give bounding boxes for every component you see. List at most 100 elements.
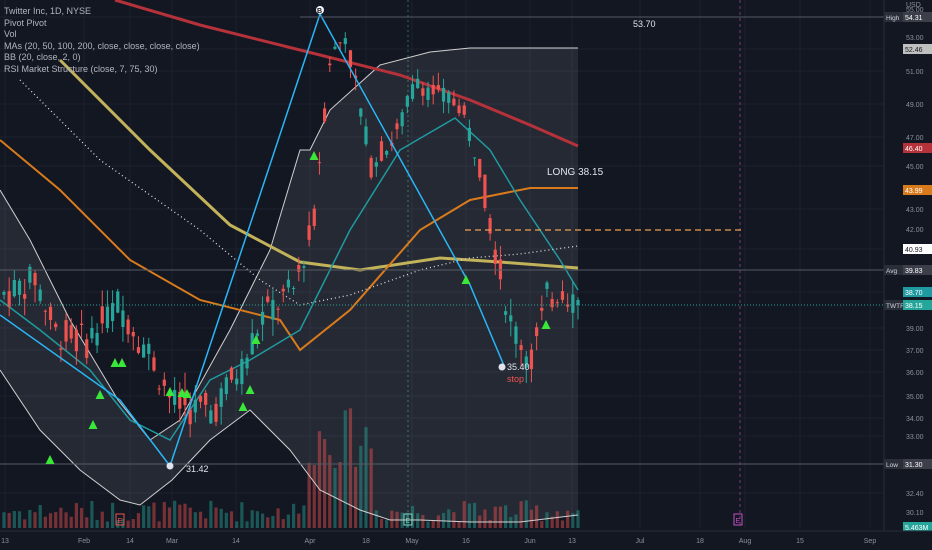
- volume-tag-bg: [903, 522, 932, 532]
- volume-bar-6: [33, 512, 37, 528]
- time-tick-7: May: [405, 538, 419, 545]
- legend-indicator-4[interactable]: BB (20, close, 2, 0): [4, 52, 81, 62]
- volume-bar-24: [126, 520, 130, 528]
- candle-body-47: [245, 357, 249, 369]
- volume-bar-52: [271, 515, 275, 528]
- candle-body-43: [224, 377, 228, 395]
- volume-bar-104: [540, 521, 544, 528]
- volume-bar-74: [385, 519, 389, 528]
- time-tick-12: 18: [696, 538, 704, 545]
- candle-body-49: [255, 333, 259, 336]
- candle-body-42: [219, 388, 223, 407]
- candle-body-54: [281, 288, 285, 292]
- time-tick-11: Jul: [636, 538, 645, 545]
- time-tick-14: 15: [796, 538, 804, 545]
- legend-indicator-2[interactable]: Vol: [4, 29, 17, 39]
- candle-body-3: [17, 280, 22, 295]
- time-tick-0: 13: [1, 538, 9, 545]
- volume-bar-107: [555, 511, 559, 528]
- time-tick-6: 18: [362, 538, 370, 545]
- volume-bar-2: [12, 511, 16, 528]
- volume-bar-90: [467, 503, 472, 528]
- volume-bar-75: [390, 510, 394, 528]
- candle-body-74: [385, 151, 389, 155]
- candle-body-79: [410, 84, 415, 99]
- candle-body-85: [441, 87, 446, 102]
- ma-200-line: [114, 0, 579, 148]
- buy-signal-13: [541, 320, 551, 329]
- candle-body-22: [116, 291, 120, 313]
- candle-body-20: [105, 306, 110, 328]
- volume-bar-106: [550, 516, 554, 528]
- candle-body-33: [173, 389, 177, 405]
- volume-bar-91: [472, 502, 477, 528]
- candle-body-110: [571, 294, 575, 313]
- buy-signal-4: [117, 358, 127, 367]
- candle-body-78: [405, 95, 409, 107]
- volume-bar-57: [297, 513, 301, 528]
- volume-bar-13: [69, 516, 73, 528]
- avg-value-tag: 39.83: [905, 268, 923, 275]
- candle-body-93: [483, 174, 487, 208]
- price-tick-10: 37.00: [906, 348, 924, 355]
- volume-bar-61: [317, 431, 322, 528]
- price-tick-7: 42.00: [906, 227, 924, 234]
- entry-tag-bg: [903, 244, 932, 254]
- candle-body-39: [204, 392, 208, 405]
- low-annotation: 31.42: [186, 464, 209, 474]
- ma200-tag: 46.40: [905, 146, 923, 153]
- volume-bar-51: [266, 517, 270, 528]
- volume-bar-70: [364, 427, 368, 528]
- ma-50-line: [0, 139, 578, 352]
- candle-body-31: [162, 379, 166, 386]
- price-tick-0: 55.00: [906, 7, 924, 14]
- volume-bar-110: [571, 513, 575, 528]
- time-axis-bg: [0, 531, 932, 550]
- bb-lower-tag-bg: [903, 287, 932, 297]
- candle-body-51: [266, 296, 270, 302]
- candle-body-5: [28, 266, 32, 283]
- candle-body-13: [69, 325, 73, 339]
- volume-bar-17: [90, 500, 94, 528]
- candle-body-108: [560, 291, 565, 300]
- volume-bar-19: [100, 511, 104, 528]
- time-axis: 13 Feb 14 Mar 14 Apr 18 May 16 Jun 13 Jul 18 Aug 15 Sep: [0, 530, 932, 550]
- volume-bar-30: [157, 521, 161, 528]
- earnings-letter-2: E: [736, 518, 741, 525]
- legend-indicator-5[interactable]: RSI Market Structure (close, 7, 75, 30): [4, 63, 158, 74]
- ticker-label-bg: [884, 300, 903, 310]
- candle-body-87: [452, 98, 456, 106]
- volume-bar-56: [291, 503, 296, 528]
- volume-bar-32: [167, 507, 172, 528]
- candle-body-65: [338, 42, 342, 44]
- avg-label: Avg: [886, 268, 897, 275]
- volume-bar-53: [276, 508, 280, 528]
- legend-indicator-1[interactable]: Pivot Pivot: [4, 17, 47, 28]
- volume-bar-28: [147, 506, 151, 528]
- candle-body-35: [183, 391, 187, 406]
- candle-body-97: [504, 311, 508, 315]
- volume-bar-88: [457, 521, 461, 528]
- candle-body-53: [276, 308, 280, 310]
- volume-bar-1: [7, 512, 11, 528]
- candle-body-89: [462, 105, 466, 115]
- volume-bar-99: [514, 514, 518, 528]
- legend-indicator-3[interactable]: MAs (20, 50, 100, 200, close, close, clo…: [4, 40, 200, 51]
- price-tick-13: 34.00: [906, 416, 924, 423]
- volume-bar-37: [193, 512, 197, 528]
- candle-body-72: [374, 162, 378, 167]
- earnings-box-2: [733, 513, 743, 526]
- volume-bar-36: [188, 507, 192, 528]
- volume-bar-5: [28, 509, 32, 528]
- volume-bar-79: [410, 505, 415, 528]
- volume-bar-40: [209, 500, 213, 528]
- candle-body-45: [235, 378, 239, 385]
- volume-bar-65: [338, 462, 342, 528]
- candle-body-10: [54, 323, 58, 328]
- volume-bar-44: [229, 511, 234, 528]
- candle-body-11: [59, 348, 63, 350]
- pivot-zigzag: [0, 12, 506, 468]
- stop-annotation: stop: [507, 374, 524, 384]
